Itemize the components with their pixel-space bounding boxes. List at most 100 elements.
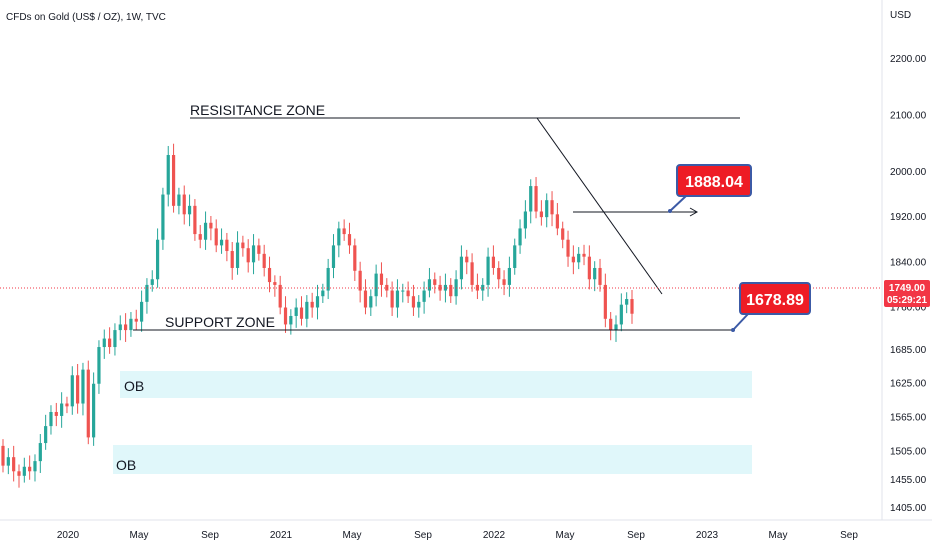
candle-up — [33, 461, 37, 472]
price-axis[interactable]: USD 2200.00 2100.00 2000.00 1920.00 1840.00 1… — [881, 0, 927, 520]
price-tick-label: 2200.00 — [890, 54, 927, 65]
candle-down — [491, 256, 496, 268]
candle-up — [518, 228, 522, 246]
candle-up — [326, 267, 330, 291]
candle-up — [187, 205, 192, 215]
candle-up — [614, 324, 618, 331]
price-tick-label: 1455.00 — [890, 475, 927, 486]
candle-up — [625, 299, 629, 305]
candle-down — [555, 214, 559, 229]
candle-down — [230, 251, 234, 268]
candle-down — [273, 282, 277, 285]
candle-down — [134, 318, 138, 322]
bar-countdown: 05:29:21 — [887, 295, 927, 306]
candle-down — [246, 248, 250, 263]
candle-up — [203, 222, 208, 240]
candle-up — [577, 253, 581, 263]
candle-down — [171, 155, 176, 206]
candle-up — [395, 290, 400, 308]
candle-up — [459, 256, 464, 280]
candle-up — [529, 186, 533, 212]
candle-up — [443, 284, 448, 291]
target-high-value: 1888.04 — [685, 174, 743, 191]
candle-up — [6, 457, 10, 466]
candle-up — [305, 301, 309, 319]
candle-down — [124, 324, 128, 331]
candle-down — [241, 242, 245, 249]
candle-up — [294, 307, 298, 316]
candle-down — [406, 290, 410, 297]
candle-up — [219, 239, 224, 246]
target-low-value: 1678.89 — [746, 292, 804, 309]
candle-up — [70, 375, 74, 407]
candle-up — [166, 155, 170, 195]
target-high-callout[interactable]: 1888.04 — [676, 164, 752, 197]
candle-up — [523, 211, 527, 229]
ob-lower-label: OB — [116, 457, 136, 473]
candle-down — [65, 403, 69, 407]
current-price-value: 1749.00 — [889, 283, 926, 294]
time-tick-label: 2023 — [696, 530, 719, 541]
candle-down — [561, 228, 565, 240]
candle-down — [438, 284, 442, 291]
resistance-zone-label: RESISITANCE ZONE — [190, 102, 325, 118]
target-low-callout[interactable]: 1678.89 — [739, 282, 811, 315]
time-tick-label: Sep — [840, 530, 858, 541]
price-tick-label: 1505.00 — [890, 447, 927, 458]
callout-low-anchor — [731, 328, 735, 332]
candle-down — [363, 290, 368, 308]
time-tick-label: 2020 — [57, 530, 80, 541]
price-tick-label: 1625.00 — [890, 379, 927, 390]
time-tick-label: Sep — [627, 530, 645, 541]
candle-down — [267, 267, 272, 283]
downtrend-line[interactable] — [536, 117, 663, 295]
support-zone-label: SUPPORT ZONE — [165, 314, 275, 330]
candle-up — [507, 267, 511, 285]
candle-down — [342, 228, 346, 235]
candle-down — [385, 284, 389, 291]
candle-up — [401, 290, 405, 292]
candle-up — [38, 443, 42, 462]
candle-down — [571, 256, 575, 263]
candle-up — [374, 273, 378, 297]
candle-down — [603, 284, 607, 319]
candle-down — [12, 457, 16, 472]
candle-up — [513, 245, 517, 268]
candle-up — [337, 228, 341, 246]
candle-up — [619, 304, 623, 325]
price-tick-label: 2100.00 — [890, 110, 927, 121]
candle-up — [161, 194, 165, 240]
candle-down — [502, 279, 506, 285]
price-tick-label: 1685.00 — [890, 345, 927, 356]
candle-down — [566, 239, 570, 257]
target-arrow-head — [689, 207, 699, 217]
candle-up — [97, 347, 101, 384]
ob-zone-lower — [113, 445, 752, 474]
candle-down — [1, 445, 5, 466]
candle-down — [193, 205, 197, 235]
candle-down — [108, 338, 112, 348]
candle-down — [390, 290, 394, 308]
candle-down — [587, 256, 591, 280]
time-tick-label: May — [130, 530, 149, 541]
candle-up — [118, 324, 122, 331]
candle-down — [299, 307, 304, 319]
instrument-title: CFDs on Gold (US$ / OZ), 1W, TVC — [6, 12, 166, 23]
candle-down — [470, 262, 474, 285]
candle-down — [353, 245, 357, 271]
candle-up — [422, 290, 426, 302]
currency-label: USD — [890, 10, 911, 21]
candle-down — [411, 296, 416, 308]
candle-up — [331, 245, 336, 268]
candle-up — [417, 301, 421, 308]
candle-up — [60, 403, 64, 416]
candle-up — [155, 239, 160, 280]
candle-down — [465, 256, 469, 263]
candle-up — [129, 318, 133, 331]
candle-up — [92, 383, 96, 438]
time-axis[interactable]: 2020 May Sep 2021 May Sep 2022 May Sep 2023 May Sep — [0, 519, 932, 541]
candle-up — [177, 194, 181, 206]
candle-down — [347, 234, 352, 246]
candle-up — [49, 411, 53, 427]
candle-down — [76, 375, 80, 404]
